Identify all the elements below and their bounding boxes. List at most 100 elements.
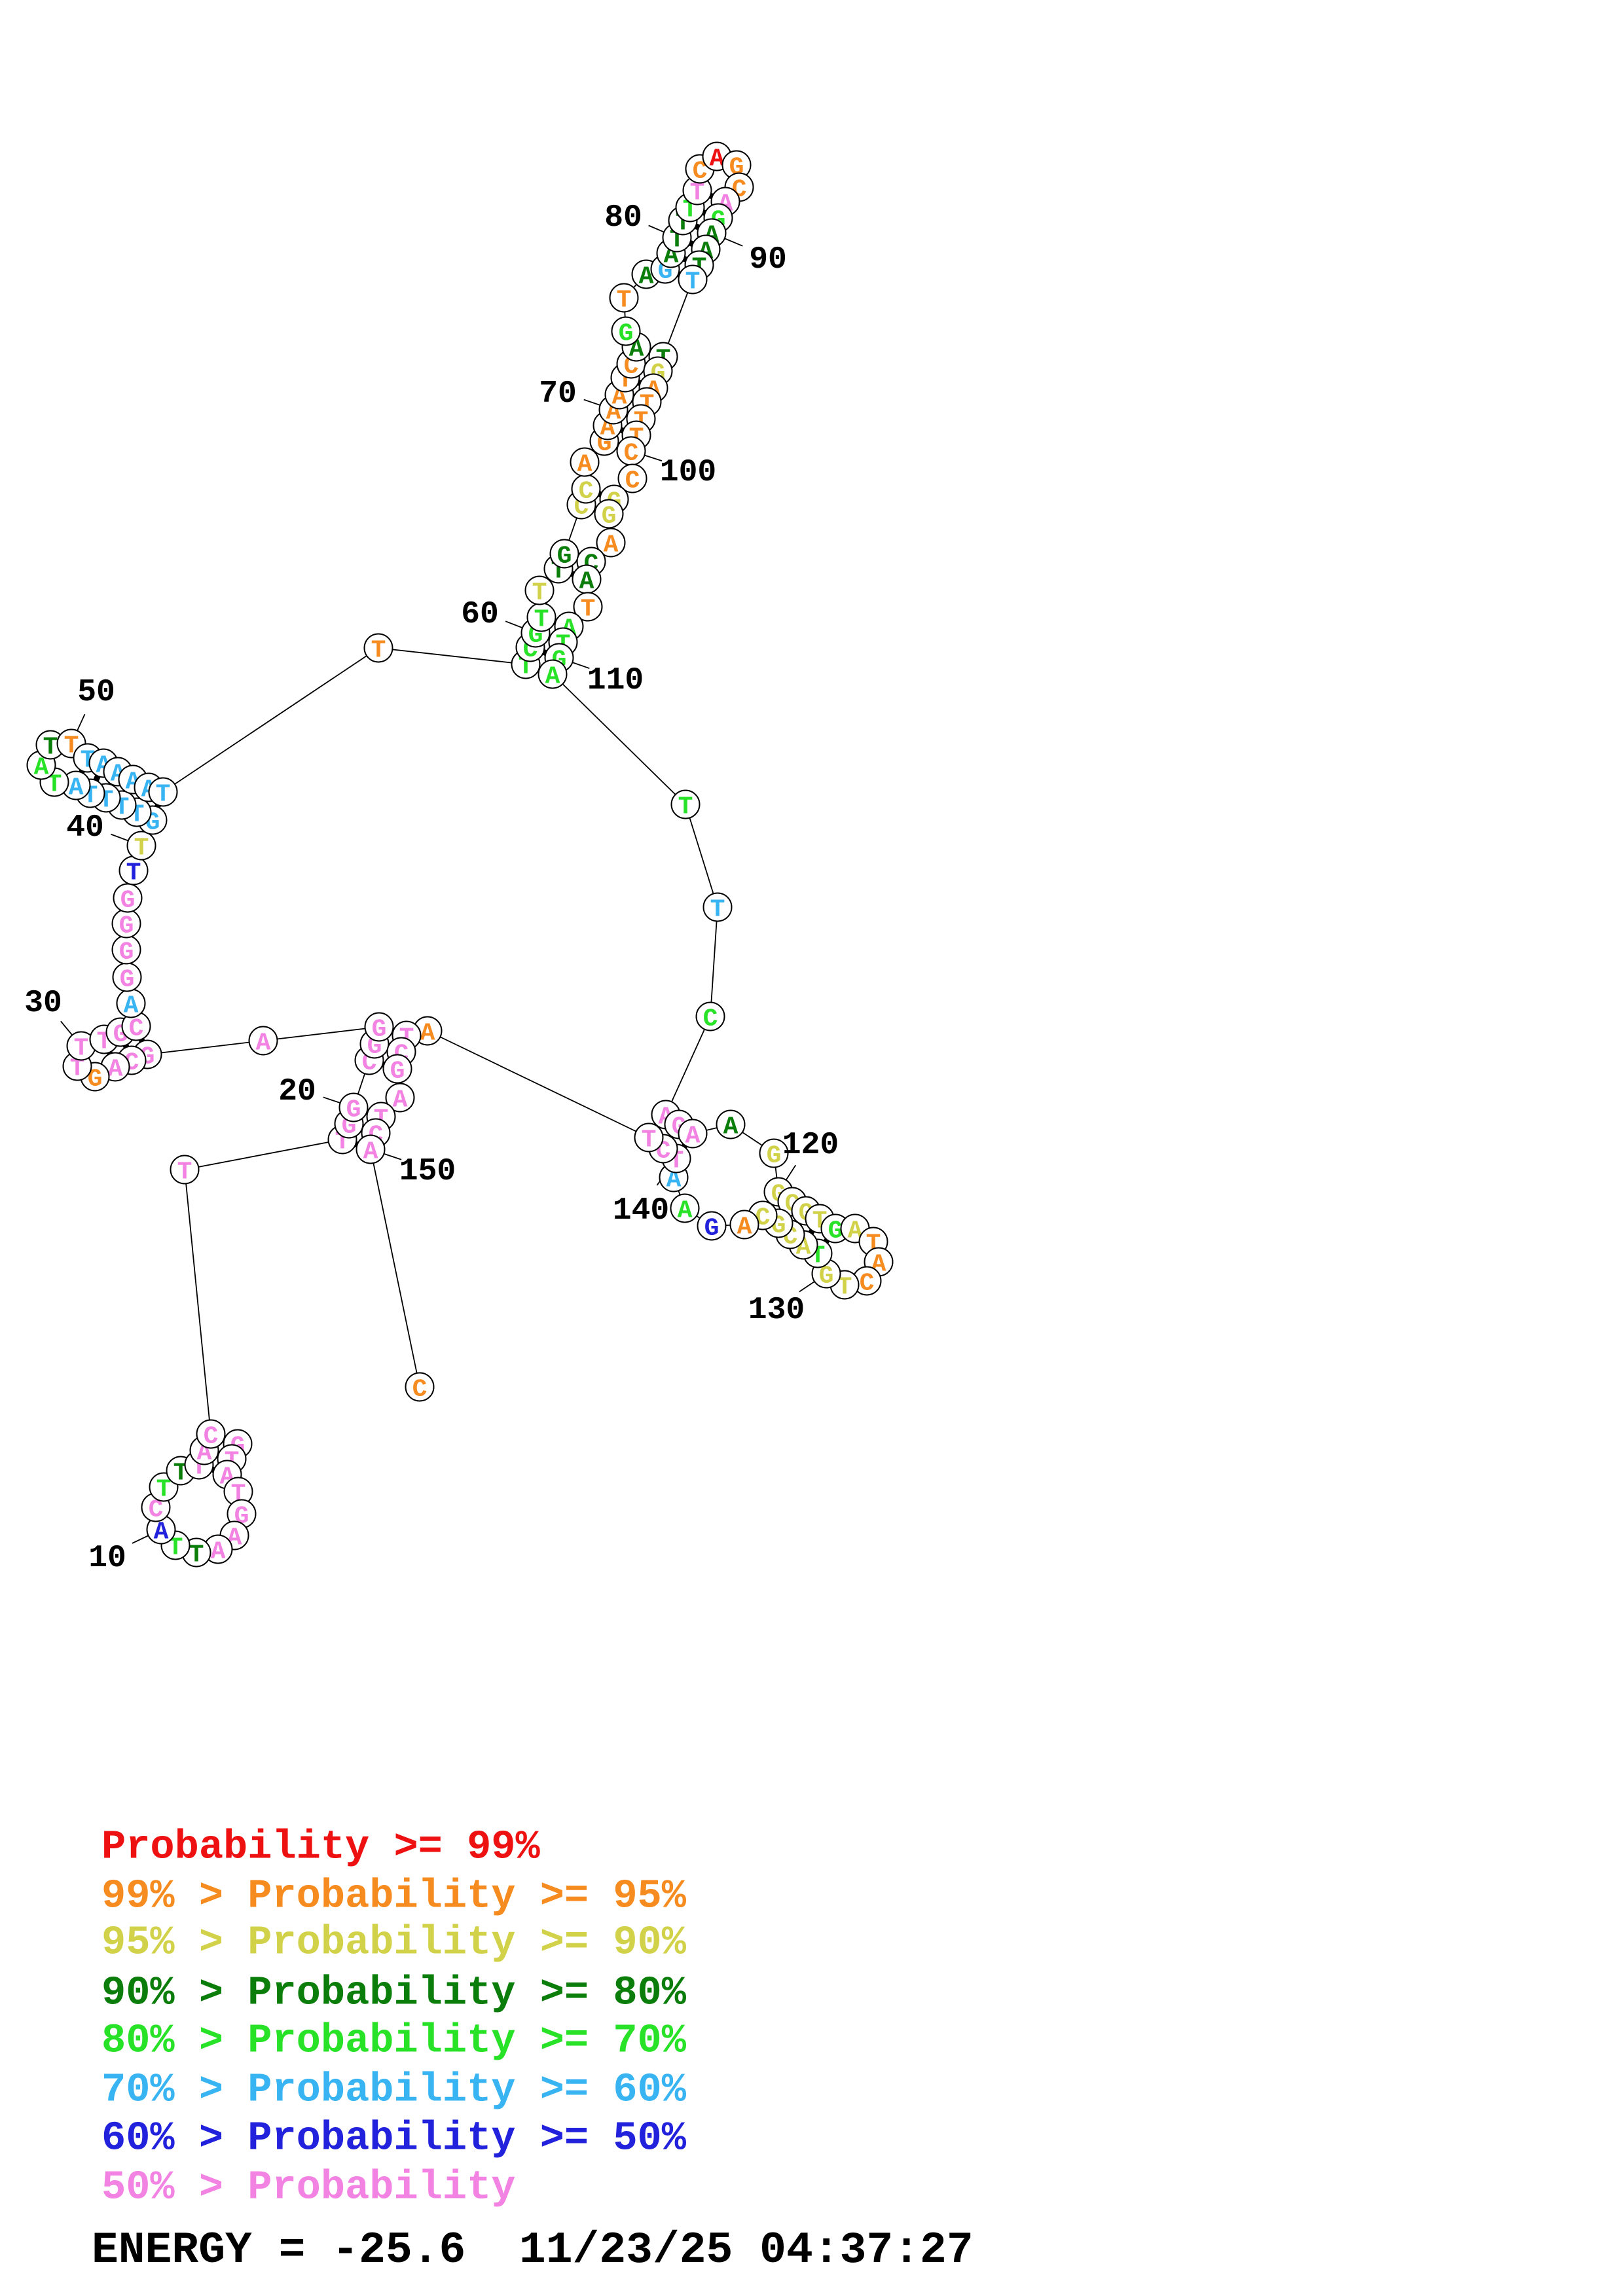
nucleotide-circle-64 <box>549 539 579 569</box>
nucleotide-base-12: T <box>156 1476 172 1504</box>
legend-row-8: 50% > Probability <box>101 2164 516 2211</box>
nucleotide-base-36: G <box>119 939 134 967</box>
nucleotide-103: G <box>594 499 624 531</box>
position-label-130: 130 <box>748 1293 805 1328</box>
nucleotide-base-118: A <box>723 1113 739 1141</box>
position-label-110: 110 <box>587 663 644 698</box>
nucleotide-base-119: G <box>767 1142 782 1170</box>
nucleotide-base-107: T <box>581 596 596 624</box>
nucleotide-base-27: A <box>108 1056 123 1084</box>
nucleotide-base-66: C <box>579 478 594 506</box>
nucleotide-93: T <box>678 264 708 296</box>
nucleotide-base-103: G <box>602 503 617 531</box>
nucleotide-base-76: T <box>617 287 632 315</box>
nucleotide-49: T <box>35 730 65 762</box>
nucleotide-147: A <box>385 1083 415 1115</box>
nucleotide-base-136: A <box>737 1213 752 1242</box>
nucleotide-circle-24 <box>248 1026 278 1056</box>
nucleotide-circle-114 <box>695 1001 725 1031</box>
nucleotide-base-35: G <box>120 966 135 994</box>
nucleotide-62: T <box>524 575 555 607</box>
nucleotide-circle-142 <box>634 1122 664 1153</box>
nucleotide-circle-17 <box>170 1155 200 1185</box>
position-label-120: 120 <box>782 1128 839 1163</box>
nucleotide-base-139: A <box>666 1166 682 1194</box>
position-label-30: 30 <box>24 986 62 1021</box>
nucleotide-base-113: T <box>710 896 725 924</box>
nucleotide-base-117: A <box>685 1122 701 1151</box>
nucleotide-base-11: C <box>149 1496 164 1524</box>
nucleotide-base-93: T <box>685 268 701 296</box>
nucleotide-base-111: A <box>545 663 560 691</box>
nucleotide-base-29: T <box>70 1055 85 1083</box>
nucleotide-23: G <box>364 1012 394 1044</box>
nucleotide-base-150: A <box>363 1138 378 1166</box>
backbone-segment-57 <box>378 647 526 665</box>
nucleotide-7: A <box>203 1534 233 1566</box>
nucleotide-16: C <box>196 1419 226 1451</box>
position-labels: 10 20 30 40 50 60 70 80 90 100 110 120 130 140 150 <box>24 200 839 1576</box>
nucleotide-83: T <box>682 175 712 207</box>
nucleotide-base-138: A <box>678 1197 693 1225</box>
nucleotide-base-7: A <box>211 1538 226 1566</box>
nucleotide-136: A <box>729 1210 759 1242</box>
nucleotide-base-33: C <box>129 1015 144 1043</box>
nucleotide-base-114: C <box>703 1005 718 1033</box>
nucleotide-base-57: T <box>371 637 386 665</box>
legend-row-7: 60% > Probability >= 50% <box>101 2115 687 2162</box>
nucleotide-base-49: T <box>43 734 58 762</box>
backbone-segment-24 <box>147 1040 264 1055</box>
position-label-70: 70 <box>539 376 577 412</box>
nucleotide-137: G <box>697 1211 727 1243</box>
nucleotide-base-40: T <box>134 834 149 863</box>
nucleotide-circle-56 <box>148 777 178 807</box>
backbone-lines <box>41 156 879 1553</box>
nucleotide-base-101: C <box>625 467 640 495</box>
position-label-140: 140 <box>613 1193 669 1229</box>
position-label-50: 50 <box>77 675 115 710</box>
nucleotides: GTATGAATTACTTTACTTGGCGGAGCAGTTTGCAGGGGTT… <box>26 141 894 1570</box>
nucleotide-119: G <box>759 1138 789 1170</box>
position-label-80: 80 <box>604 200 642 236</box>
position-label-100: 100 <box>660 455 716 490</box>
nucleotide-base-67: A <box>577 451 593 479</box>
backbone-segment-111 <box>552 673 686 805</box>
nucleotide-37: G <box>111 908 141 941</box>
position-label-40: 40 <box>66 810 104 846</box>
nucleotide-circle-147 <box>385 1083 415 1113</box>
nucleotide-base-8: T <box>189 1541 204 1570</box>
nucleotide-circle-138 <box>670 1193 700 1223</box>
nucleotide-base-56: T <box>156 781 171 809</box>
nucleotide-118: A <box>716 1109 746 1141</box>
nucleotide-base-28: G <box>88 1066 103 1094</box>
nucleotide-circle-112 <box>670 789 701 819</box>
position-label-20: 20 <box>278 1074 316 1109</box>
nucleotide-base-38: G <box>120 887 136 915</box>
nucleotide-circle-111 <box>538 659 568 689</box>
nucleotide-33: C <box>121 1011 151 1043</box>
nucleotide-30: T <box>66 1031 96 1063</box>
nucleotide-base-47: T <box>47 771 62 799</box>
pair-bonds <box>73 187 838 1478</box>
nucleotide-base-142: T <box>642 1126 657 1155</box>
nucleotide-base-84: C <box>693 158 708 186</box>
legend-row-6: 70% > Probability >= 60% <box>101 2067 687 2113</box>
nucleotide-circle-146 <box>382 1054 412 1084</box>
nucleotide-113: T <box>702 892 733 924</box>
nucleotide-67: A <box>570 447 600 479</box>
nucleotide-circle-40 <box>126 831 156 861</box>
nucleotide-142: T <box>634 1122 664 1155</box>
nucleotide-circle-67 <box>570 447 600 477</box>
backbone-segment-150 <box>370 1149 420 1388</box>
nucleotide-base-151: C <box>412 1376 428 1404</box>
nucleotide-17: T <box>170 1155 200 1187</box>
nucleotide-base-125: A <box>848 1217 863 1246</box>
nucleotide-base-137: G <box>704 1215 720 1243</box>
nucleotide-circle-150 <box>356 1134 386 1164</box>
backbone-segment-56 <box>162 647 379 793</box>
legend-row-4: 90% > Probability >= 80% <box>101 1970 687 2017</box>
nucleotide-base-64: G <box>557 543 572 571</box>
nucleotide-20: G <box>338 1092 369 1124</box>
